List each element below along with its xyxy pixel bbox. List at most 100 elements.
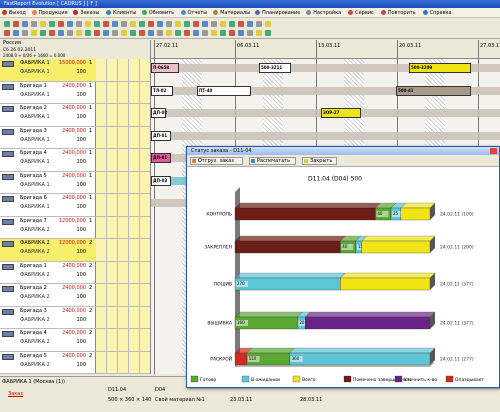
toolbar-button[interactable] [31, 21, 37, 27]
toolbar-button[interactable] [49, 30, 55, 36]
toolbar-button[interactable] [67, 30, 73, 36]
toolbar-button[interactable] [49, 21, 55, 27]
toolbar-button[interactable] [247, 21, 253, 27]
toolbar-button[interactable] [238, 21, 244, 27]
resource-row[interactable]: Бригада 6 2400,000 1 ФАБРИКА 1 100 [0, 194, 96, 217]
toolbar-button[interactable] [94, 30, 100, 36]
resource-row[interactable]: ФАБРИКА 1 15000,000 1 ФАБРИКА 1 100 [0, 59, 96, 82]
gantt-bar[interactable]: П-0658 [151, 63, 179, 73]
toolbar-button[interactable] [121, 30, 127, 36]
toolbar-button[interactable] [85, 21, 91, 27]
toolbar-button[interactable] [76, 21, 82, 27]
toolbar-button[interactable] [112, 30, 118, 36]
toolbar-button[interactable] [184, 21, 190, 27]
gantt-bar[interactable]: 500-41 [396, 85, 471, 96]
gantt-bar[interactable]: ДП-02 [151, 108, 167, 118]
toolbar-button[interactable] [193, 30, 199, 36]
toolbar-button[interactable] [202, 21, 208, 27]
toolbar-button[interactable] [229, 30, 235, 36]
gantt-bar[interactable]: ДП-01 [151, 130, 171, 141]
toolbar-button[interactable] [4, 30, 10, 36]
toolbar-button[interactable] [139, 30, 145, 36]
toolbar-button[interactable] [130, 21, 136, 27]
toolbar-button[interactable] [148, 30, 154, 36]
toolbar-button[interactable] [202, 30, 208, 36]
resource-row[interactable]: Бригада 5 2400,000 1 ФАБРИКА 1 100 [0, 172, 96, 194]
menu-item[interactable]: Планирование [255, 9, 302, 17]
dialog-button[interactable]: Закрыть [302, 157, 337, 165]
toolbar-button[interactable] [247, 30, 253, 36]
toolbar-button[interactable] [40, 21, 46, 27]
toolbar-button[interactable] [31, 30, 37, 36]
toolbar-button[interactable] [229, 21, 235, 27]
toolbar-button[interactable] [85, 30, 91, 36]
toolbar-button[interactable] [157, 21, 163, 27]
menu-item[interactable]: Повторить [380, 9, 419, 17]
dialog-button[interactable]: Отгруз. заказ [190, 157, 243, 165]
toolbar-button[interactable] [13, 30, 19, 36]
resource-row[interactable]: Бригада 5 2400,000 2 ФАБРИКА 2 100 [0, 352, 96, 374]
toolbar-button[interactable] [265, 30, 271, 36]
toolbar-button[interactable] [211, 30, 217, 36]
menu-item[interactable]: Обновить [141, 9, 177, 17]
toolbar-button[interactable] [94, 21, 100, 27]
resource-row[interactable]: Бригада 7 12000,000 1 ФАБРИКА 2 100 [0, 217, 96, 239]
resource-row[interactable]: Бригада 3 2400,000 1 ФАБРИКА 1 100 [0, 127, 96, 149]
gantt-bar[interactable]: ДП-03 [151, 175, 171, 186]
menu-item[interactable]: Настройка [306, 9, 344, 17]
toolbar-button[interactable] [220, 30, 226, 36]
gantt-bar[interactable]: ПТ-40 [197, 85, 251, 96]
toolbar-button[interactable] [58, 30, 64, 36]
toolbar-button[interactable] [220, 21, 226, 27]
toolbar-button[interactable] [103, 21, 109, 27]
toolbar-button[interactable] [175, 21, 181, 27]
toolbar-button[interactable] [265, 21, 271, 27]
menu-item[interactable]: Продукция [31, 9, 70, 17]
toolbar-button[interactable] [256, 30, 262, 36]
menu-item[interactable]: Материалы [213, 9, 251, 17]
dialog-close[interactable] [490, 148, 497, 154]
menu-item[interactable]: Выход [2, 9, 28, 17]
dialog-button[interactable]: Распечатать [249, 157, 296, 165]
resource-row[interactable]: Бригада 1 2400,000 2 ФАБРИКА 2 100 [0, 262, 96, 284]
toolbar-button[interactable] [121, 21, 127, 27]
gantt-bar[interactable]: ЗОР-27 [321, 108, 361, 118]
resource-row[interactable]: Бригада 4 2400,000 1 ФАБРИКА 1 100 [0, 149, 96, 172]
gantt-bar[interactable]: 500-3209 [409, 63, 471, 73]
toolbar-button[interactable] [58, 21, 64, 27]
toolbar-button[interactable] [148, 21, 154, 27]
menu-item[interactable]: Сервис [348, 9, 377, 17]
toolbar-button[interactable] [130, 30, 136, 36]
resource-row[interactable]: Бригада 1 2400,000 1 ФАБРИКА 1 100 [0, 82, 96, 104]
menu-item[interactable]: Клиенты [106, 9, 138, 17]
gantt-bar[interactable]: ТЛ-02 [151, 85, 173, 96]
toolbar-button[interactable] [157, 30, 163, 36]
toolbar-button[interactable] [40, 30, 46, 36]
toolbar-button[interactable] [139, 21, 145, 27]
toolbar-button[interactable] [13, 21, 19, 27]
gantt-bar[interactable]: 500-3211 [259, 63, 291, 73]
status-text[interactable]: Заказ [8, 391, 24, 397]
toolbar-button[interactable] [22, 30, 28, 36]
toolbar-button[interactable] [166, 30, 172, 36]
menu-item[interactable]: Отчеты [180, 9, 210, 17]
toolbar-button[interactable] [4, 21, 10, 27]
toolbar-button[interactable] [76, 30, 82, 36]
toolbar-button[interactable] [211, 21, 217, 27]
resource-row[interactable]: Бригада 2 2400,000 1 ФАБРИКА 1 100 [0, 104, 96, 127]
toolbar-button[interactable] [67, 21, 73, 27]
toolbar-button[interactable] [175, 30, 181, 36]
resource-row[interactable]: Бригада 2 2400,000 2 ФАБРИКА 2 100 [0, 284, 96, 307]
resource-row[interactable]: Бригада 3 2400,000 2 ФАБРИКА 2 100 [0, 307, 96, 329]
toolbar-button[interactable] [166, 21, 172, 27]
resource-row[interactable]: Бригада 4 2400,000 2 ФАБРИКА 2 100 [0, 329, 96, 352]
toolbar-button[interactable] [112, 21, 118, 27]
toolbar-button[interactable] [238, 30, 244, 36]
toolbar-button[interactable] [193, 21, 199, 27]
gantt-bar[interactable]: ДП-01 [151, 153, 171, 163]
toolbar-button[interactable] [22, 21, 28, 27]
menu-item[interactable]: Справка [422, 9, 455, 17]
menu-item[interactable]: Заказы [73, 9, 102, 17]
toolbar-button[interactable] [184, 30, 190, 36]
resource-row[interactable]: ФАБРИКА 2 12000,000 2 ФАБРИКА 2 100 [0, 239, 96, 262]
